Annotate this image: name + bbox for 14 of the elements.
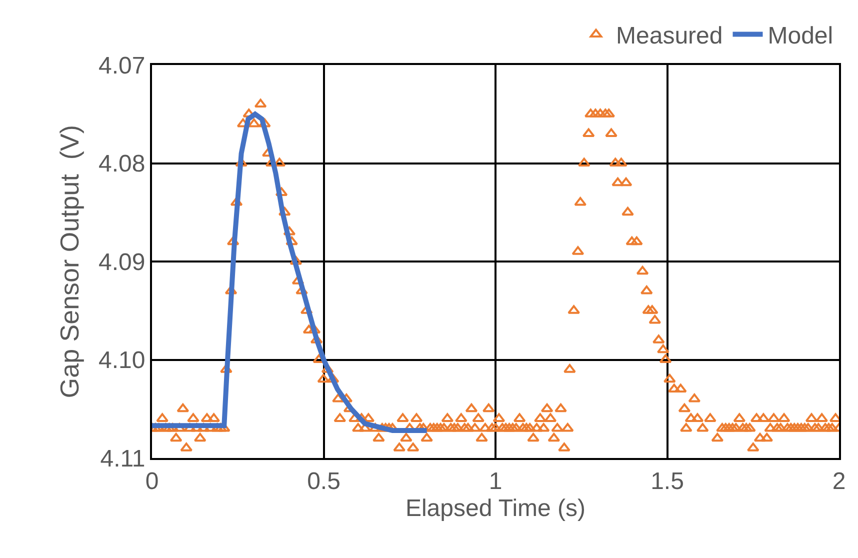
x-tick-label: 1 (488, 468, 502, 495)
legend-label: Model (768, 22, 834, 50)
y-tick-label: 4.09 (98, 248, 146, 276)
y-tick-label: 4.11 (100, 445, 146, 472)
x-tick-label: 1.5 (650, 468, 684, 495)
x-axis-title: Elapsed Time (s) (405, 494, 586, 522)
x-tick-label: 2 (832, 468, 846, 495)
y-tick-label: 4.08 (98, 150, 146, 178)
y-tick-label: 4.10 (98, 347, 146, 374)
x-tick-label: 0.5 (307, 468, 340, 495)
y-axis-title: Gap Sensor Output (V) (54, 124, 84, 398)
legend-label: Measured (616, 22, 723, 50)
x-tick-label: 0 (145, 468, 159, 495)
y-tick-label: 4.07 (98, 52, 146, 80)
